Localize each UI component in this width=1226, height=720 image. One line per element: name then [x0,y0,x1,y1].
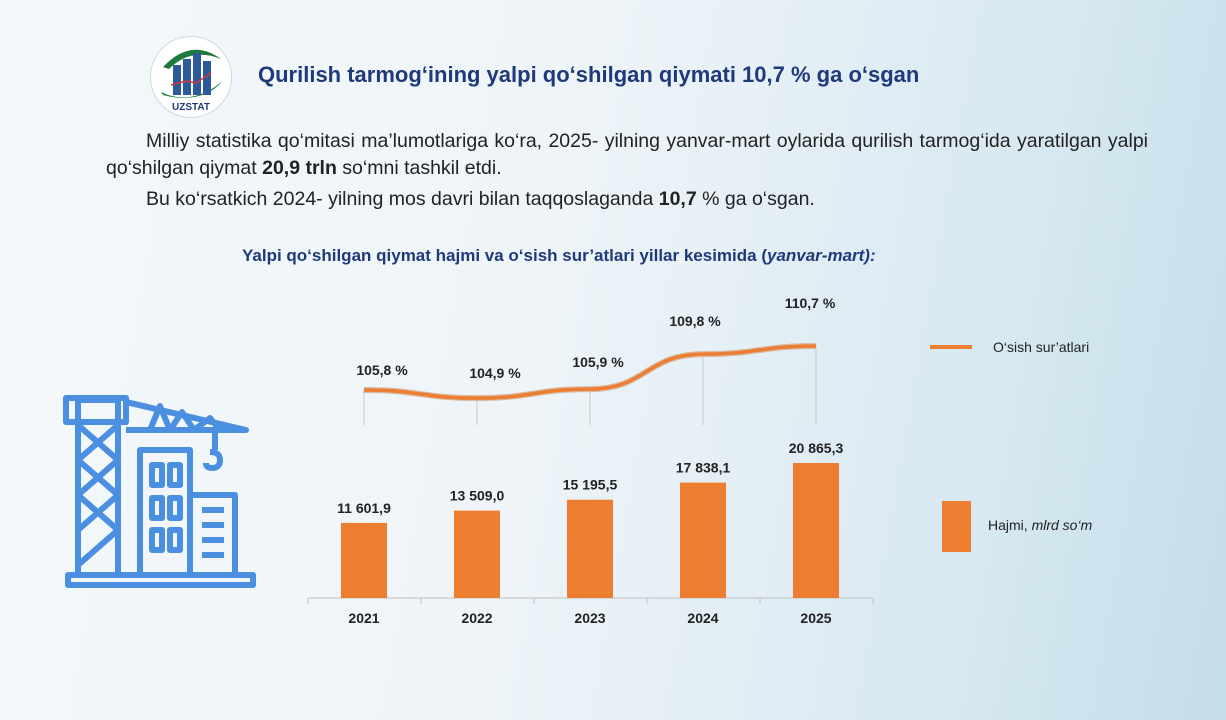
bar-label-2025: 20 865,3 [789,440,844,456]
bar-label-2023: 15 195,5 [563,477,618,493]
bar-2022 [454,510,500,598]
growth-line [363,344,817,400]
x-tick-label-2025: 2025 [800,610,831,626]
page-title: Qurilish tarmog‘ining yalpi qo‘shilgan q… [258,62,920,87]
x-tick-label-2023: 2023 [574,610,605,626]
uzstat-logo: UZSTAT [150,36,232,118]
paragraph-2: Bu ko‘rsatkich 2024- yilning mos davri b… [146,188,815,210]
legend-bar-swatch [942,501,971,552]
line-label-2021: 105,8 % [356,362,408,378]
x-tick-label-2021: 2021 [348,610,379,626]
bar-label-2022: 13 509,0 [450,488,505,504]
x-tick-label-2024: 2024 [687,610,718,626]
legend-line-label: O‘sish sur’atlari [993,339,1090,355]
line-label-2025: 110,7 % [785,295,836,311]
line-label-2024: 109,8 % [669,313,721,329]
legend-line-swatch [930,345,972,349]
paragraph-1: Milliy statistika qo‘mitasi ma’lumotlari… [106,130,1148,179]
x-tick-label-2022: 2022 [461,610,492,626]
crane-icon [63,395,256,588]
line-label-2022: 104,9 % [469,365,521,381]
line-label-2023: 105,9 % [572,354,624,370]
chart-subtitle: Yalpi qo‘shilgan qiymat hajmi va o‘sish … [242,246,876,265]
bar-2023 [567,499,613,598]
bar-2024 [680,482,726,598]
legend-bar-label: Hajmi, mlrd so‘m [988,517,1093,533]
bar-label-2021: 11 601,9 [337,500,391,516]
bar-2021 [341,522,387,598]
bar-label-2024: 17 838,1 [676,460,731,476]
bar-2025 [793,463,839,598]
svg-text:UZSTAT: UZSTAT [172,102,210,113]
